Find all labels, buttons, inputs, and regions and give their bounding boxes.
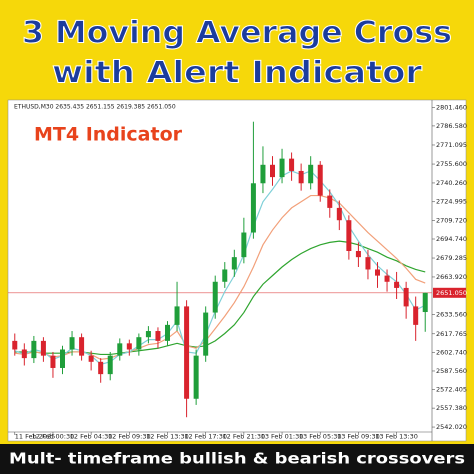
candle-body	[60, 349, 65, 368]
candle-body	[126, 343, 132, 350]
y-tick-label: 2771.095	[436, 141, 467, 149]
candle-body	[31, 340, 37, 359]
x-tick-label: 12 Feb 17:30	[184, 433, 227, 441]
candle-body	[50, 355, 56, 368]
last-price-box	[433, 287, 466, 298]
candle-body	[203, 312, 209, 356]
candle-body	[298, 170, 304, 184]
candle-body	[289, 158, 295, 171]
title-line: 3 Moving Average Cross	[22, 16, 452, 51]
candle-body	[375, 269, 380, 276]
y-tick-label: 2557.380	[436, 404, 467, 412]
candle-body	[79, 337, 85, 356]
title-line: with Alert Indicator	[52, 56, 422, 91]
x-tick-label: 13 Feb 01:30	[261, 433, 304, 441]
candle-body	[308, 164, 314, 184]
candle-body	[88, 355, 94, 362]
candle-body	[69, 337, 75, 350]
y-tick-label: 2587.560	[436, 367, 467, 375]
candle-body	[327, 195, 333, 208]
candle-body	[117, 343, 123, 356]
candle-body	[413, 306, 419, 325]
plot: 2801.460 2786.580 2771.095 2755.600 2740.260…	[8, 100, 467, 441]
candle-body	[384, 275, 390, 282]
candle-body	[21, 349, 27, 359]
x-tick-label: 12 Feb 21:30	[223, 433, 266, 441]
y-tick-label: 2755.600	[436, 160, 467, 168]
footer-bar	[0, 444, 474, 474]
candle-body	[422, 292, 428, 313]
candle-body	[165, 324, 170, 341]
x-tick-label: 13 Feb 13:30	[375, 433, 418, 441]
candle-body	[184, 306, 190, 399]
y-tick-label: 2633.560	[436, 310, 467, 318]
candle-body	[279, 158, 285, 178]
candle-body	[222, 269, 228, 282]
candle-body	[145, 331, 151, 338]
y-tick-label: 2724.995	[436, 198, 467, 206]
y-tick-label: 2679.285	[436, 254, 467, 262]
y-tick-label: 2602.740	[436, 348, 467, 356]
y-tick-label: 2663.920	[436, 273, 467, 281]
candle-body	[394, 281, 400, 288]
x-tick-label: 11 Feb 2025	[15, 433, 55, 441]
candle-body	[193, 355, 199, 399]
candle-body	[98, 361, 104, 375]
candle-body	[155, 331, 161, 341]
last-price-label: 2651.050	[436, 289, 467, 297]
y-tick-label: 2542.020	[436, 423, 467, 431]
indicator-label: MT4 Indicator	[34, 124, 183, 146]
candle-body	[107, 355, 113, 375]
candle-body	[212, 281, 218, 313]
candle-body	[260, 164, 266, 184]
candle-body	[250, 183, 256, 233]
x-tick-label: 12 Feb 09:30	[108, 433, 151, 441]
candle-body	[365, 257, 371, 270]
y-tick-label: 2801.460	[436, 104, 467, 112]
candle-body	[231, 257, 237, 270]
x-tick-label: 12 Feb 04:30	[70, 433, 113, 441]
candle-body	[403, 287, 409, 307]
candle-body	[40, 340, 46, 356]
candle-body	[174, 306, 180, 325]
y-tick-label: 2786.580	[436, 122, 467, 130]
y-tick-label: 2617.765	[436, 330, 467, 338]
candle-body	[346, 220, 352, 251]
candle-body	[12, 340, 18, 350]
candle-body	[336, 207, 342, 221]
x-tick-label: 12 Feb 00:30	[32, 433, 75, 441]
x-tick-label: 12 Feb 13:30	[146, 433, 189, 441]
candle-body	[270, 164, 275, 178]
x-tick-label: 13 Feb 05:30	[299, 433, 342, 441]
candle-body	[355, 250, 361, 258]
x-tick-label: 13 Feb 09:30	[337, 433, 380, 441]
candle-body	[241, 232, 247, 258]
y-tick-label: 2740.260	[436, 179, 467, 187]
y-tick-label: 2572.405	[436, 386, 467, 394]
y-tick-label: 2709.720	[436, 217, 467, 225]
symbol-info: ETHUSD,M30 2635.435 2651.155 2619.385 26…	[14, 104, 176, 111]
candle-body	[136, 337, 142, 350]
y-tick-label: 2694.740	[436, 235, 467, 243]
footer-text: Mult- timeframe bullish & bearish crosso…	[9, 450, 465, 468]
candle-body	[317, 164, 323, 196]
